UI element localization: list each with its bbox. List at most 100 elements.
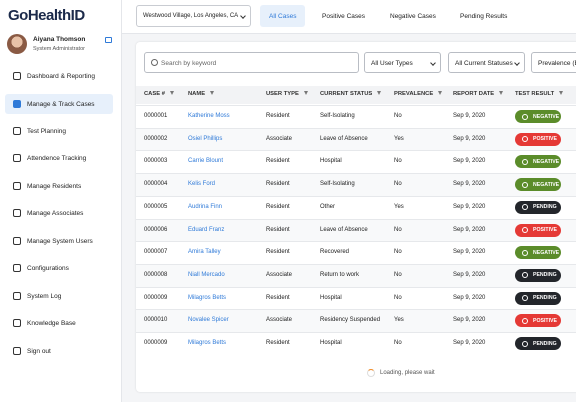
result-badge: NEGATIVE	[515, 110, 561, 123]
cell: Sep 9, 2020	[453, 271, 486, 278]
nav-icon	[13, 154, 21, 162]
logo[interactable]: GoHealthID	[8, 7, 85, 24]
column-header[interactable]: USER TYPE	[266, 91, 308, 97]
table-row	[136, 173, 576, 197]
cell: No	[394, 294, 402, 301]
user-role: System Administrator	[33, 46, 85, 52]
cell: Associate	[266, 135, 293, 142]
name-link[interactable]: Audrina Finn	[188, 203, 223, 210]
result-badge: PENDING	[515, 268, 561, 282]
cell: Associate	[266, 271, 293, 278]
cell: Hospital	[320, 158, 342, 165]
cell: Resident	[266, 340, 290, 346]
table-row	[136, 195, 576, 219]
name-link[interactable]: Novalee Spicer	[188, 317, 229, 324]
cell: Hospital	[320, 340, 342, 346]
nav-item[interactable]: Knowledge Base	[5, 313, 113, 333]
nav-item[interactable]: Test Planning	[5, 121, 113, 141]
cell: Resident	[266, 294, 290, 301]
caret	[430, 60, 436, 66]
cell: 0000004	[144, 181, 168, 188]
name-link[interactable]: Milagros Betts	[188, 294, 227, 301]
nav-item[interactable]: Configurations	[5, 258, 113, 278]
nav-item[interactable]: Dashboard & Reporting	[5, 66, 113, 86]
filter-select[interactable]: All User Types	[364, 52, 441, 73]
cell: Residency Suspended	[320, 317, 381, 324]
nav-icon	[13, 72, 21, 80]
nav-item[interactable]: Manage Residents	[5, 176, 113, 196]
name-link[interactable]: Niall Mercado	[188, 271, 225, 278]
nav-item[interactable]: System Log	[5, 286, 113, 306]
cell: Sep 9, 2020	[453, 294, 486, 301]
name-link[interactable]: Amira Talley	[188, 249, 221, 256]
user-name: Aiyana Thomson	[33, 36, 86, 43]
column-header[interactable]: CURRENT STATUS	[320, 91, 381, 97]
cell: Sep 9, 2020	[453, 249, 486, 256]
tab[interactable]: Negative Cases	[390, 13, 436, 20]
column-header[interactable]: PREVALENCE	[394, 91, 442, 97]
table-row	[136, 105, 576, 128]
cell: No	[394, 226, 402, 233]
spinner	[367, 369, 375, 377]
cell: Sep 9, 2020	[453, 340, 486, 346]
table-row	[136, 332, 576, 355]
cell: No	[394, 340, 402, 346]
cell: Resident	[266, 158, 290, 165]
search-input[interactable]: Search by keyword	[144, 52, 359, 73]
name-link[interactable]: Katherine Moss	[188, 113, 230, 119]
table-row	[136, 218, 576, 242]
nav-icon	[13, 209, 21, 217]
tab[interactable]: Positive Cases	[322, 13, 365, 20]
result-badge: NEGATIVE	[515, 155, 561, 169]
tab[interactable]: Pending Results	[460, 13, 508, 20]
cell: Recovered	[320, 249, 350, 256]
cell: Yes	[394, 203, 404, 210]
lock-icon[interactable]	[105, 37, 112, 43]
column-header[interactable]: NAME	[188, 91, 214, 97]
filter-select[interactable]: All Current Statuses	[448, 52, 525, 73]
name-link[interactable]: Milagros Betts	[188, 340, 227, 346]
cell: Resident	[266, 181, 290, 188]
nav-icon	[13, 127, 21, 135]
loading-text: Loading, please wait	[380, 370, 435, 376]
result-badge: PENDING	[515, 291, 561, 305]
cell: Yes	[394, 317, 404, 324]
cell: Sep 9, 2020	[453, 226, 486, 233]
cell: Sep 9, 2020	[453, 317, 486, 324]
result-badge: POSITIVE	[515, 314, 561, 328]
filter-select[interactable]: Prevalence (B	[531, 52, 576, 73]
cell: Resident	[266, 113, 290, 119]
cell: Self-Isolating	[320, 181, 355, 188]
column-header[interactable]: TEST RESULT	[515, 91, 563, 97]
location-text: Westwood Village, Los Angeles, CA	[143, 13, 239, 19]
nav-item[interactable]: Manage & Track Cases	[5, 94, 113, 114]
nav-icon	[13, 237, 21, 245]
cell: Resident	[266, 203, 290, 210]
nav-item[interactable]: Sign out	[5, 341, 113, 361]
nav-item[interactable]: Manage System Users	[5, 231, 113, 251]
cell: 0000007	[144, 249, 168, 256]
table-row	[136, 286, 576, 310]
nav-item[interactable]: Manage Associates	[5, 203, 113, 223]
name-link[interactable]: Eduard Franz	[188, 226, 225, 233]
column-header[interactable]: CASE #	[144, 91, 174, 97]
table-row	[136, 309, 576, 333]
nav-item[interactable]: Attendence Tracking	[5, 148, 113, 168]
avatar	[7, 34, 27, 54]
cell: 0000006	[144, 226, 168, 233]
name-link[interactable]: Osiel Phillips	[188, 135, 223, 142]
cell: 0000008	[144, 271, 168, 278]
cell: 0000001	[144, 113, 168, 119]
cell: 0000009	[144, 294, 168, 301]
name-link[interactable]: Carrie Blount	[188, 158, 224, 165]
cell: No	[394, 181, 402, 188]
nav-icon	[13, 264, 21, 272]
cell: Hospital	[320, 294, 342, 301]
nav-icon	[13, 347, 21, 355]
cell: Associate	[266, 317, 293, 324]
location-select[interactable]: Westwood Village, Los Angeles, CA	[136, 5, 251, 27]
column-header[interactable]: REPORT DATE	[453, 91, 503, 97]
cell: Sep 9, 2020	[453, 203, 486, 210]
name-link[interactable]: Kelis Ford	[188, 181, 216, 188]
tab[interactable]: All Cases	[260, 5, 306, 27]
